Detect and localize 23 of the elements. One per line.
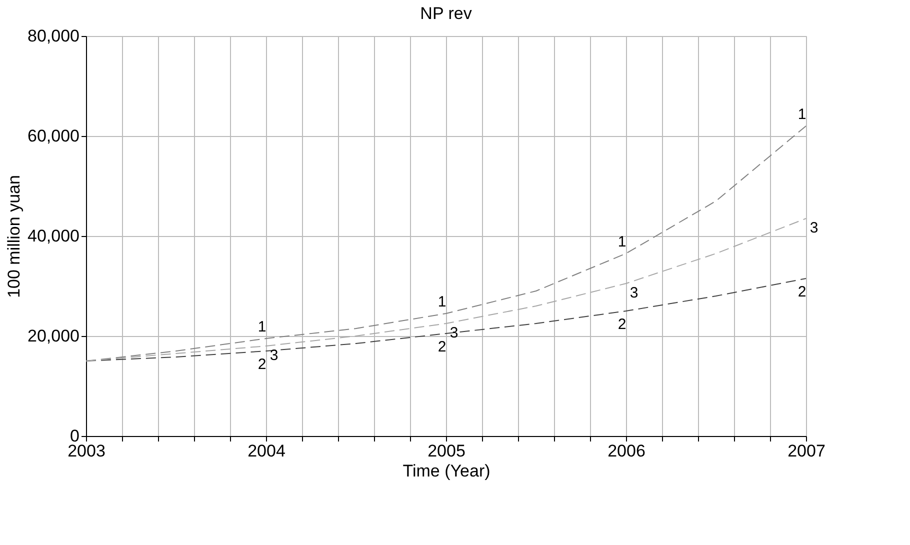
- chart-title: NP rev: [420, 4, 472, 23]
- text: 1: [438, 294, 446, 310]
- text: 2: [438, 338, 446, 356]
- series-label: 1: [618, 234, 626, 250]
- x-tick-label: 2005: [428, 442, 466, 460]
- y-tick-label: 20,000: [28, 326, 80, 346]
- text: 3: [630, 284, 638, 302]
- y-tick-label: 60,000: [28, 126, 80, 146]
- text: 1: [798, 106, 806, 123]
- y-tick-label: 40,000: [28, 226, 80, 246]
- series-label: 2: [798, 284, 806, 300]
- x-tick-label: 2004: [248, 442, 286, 460]
- text: 1: [258, 318, 266, 336]
- x-axis-title: Time (Year): [402, 462, 490, 480]
- text: 3: [450, 324, 458, 342]
- y-tick-label: 80,000: [28, 26, 80, 46]
- text: 2: [258, 356, 266, 373]
- x-tick-label: 2006: [608, 442, 646, 460]
- x-tick-label: 2007: [788, 442, 826, 460]
- text: 2: [618, 316, 626, 333]
- text: 3: [810, 220, 818, 236]
- y-axis-title: 100 million yuan: [4, 175, 24, 298]
- series-label: 3: [270, 347, 278, 364]
